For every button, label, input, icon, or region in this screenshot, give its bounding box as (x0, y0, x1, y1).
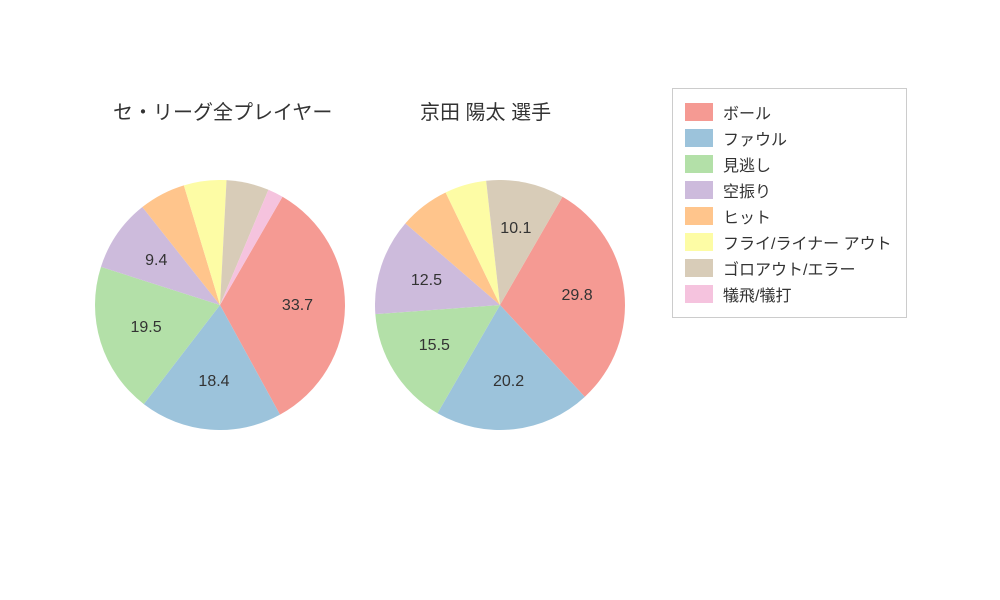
legend-item-hit: ヒット (685, 203, 892, 229)
legend-label-gihi_gida: 犠飛/犠打 (723, 282, 791, 306)
legend-label-ground_err: ゴロアウト/エラー (723, 256, 855, 280)
legend-swatch-fly_liner (685, 233, 713, 251)
legend-label-foul: ファウル (723, 126, 787, 150)
legend-label-karaburi: 空振り (723, 178, 771, 202)
legend-swatch-minogashi (685, 155, 713, 173)
legend-swatch-hit (685, 207, 713, 225)
legend-label-hit: ヒット (723, 204, 771, 228)
chart-title-right: 京田 陽太 選手 (420, 96, 551, 125)
legend-label-ball: ボール (723, 100, 771, 124)
chart-stage: セ・リーグ全プレイヤー 33.718.419.59.4 京田 陽太 選手 29.… (0, 0, 1000, 600)
legend-swatch-ball (685, 103, 713, 121)
legend-item-gihi_gida: 犠飛/犠打 (685, 281, 892, 307)
legend-item-foul: ファウル (685, 125, 892, 151)
legend-label-minogashi: 見逃し (723, 152, 771, 176)
legend-item-karaburi: 空振り (685, 177, 892, 203)
legend-label-fly_liner: フライ/ライナー アウト (723, 230, 892, 254)
chart-title-left: セ・リーグ全プレイヤー (113, 96, 332, 125)
legend-item-ball: ボール (685, 99, 892, 125)
legend-item-ground_err: ゴロアウト/エラー (685, 255, 892, 281)
legend-swatch-karaburi (685, 181, 713, 199)
legend-swatch-foul (685, 129, 713, 147)
pie-chart-right: 29.820.215.512.510.1 (375, 180, 625, 430)
pie-chart-left: 33.718.419.59.4 (95, 180, 345, 430)
legend: ボールファウル見逃し空振りヒットフライ/ライナー アウトゴロアウト/エラー犠飛/… (672, 88, 907, 318)
legend-item-fly_liner: フライ/ライナー アウト (685, 229, 892, 255)
legend-swatch-ground_err (685, 259, 713, 277)
legend-swatch-gihi_gida (685, 285, 713, 303)
legend-item-minogashi: 見逃し (685, 151, 892, 177)
